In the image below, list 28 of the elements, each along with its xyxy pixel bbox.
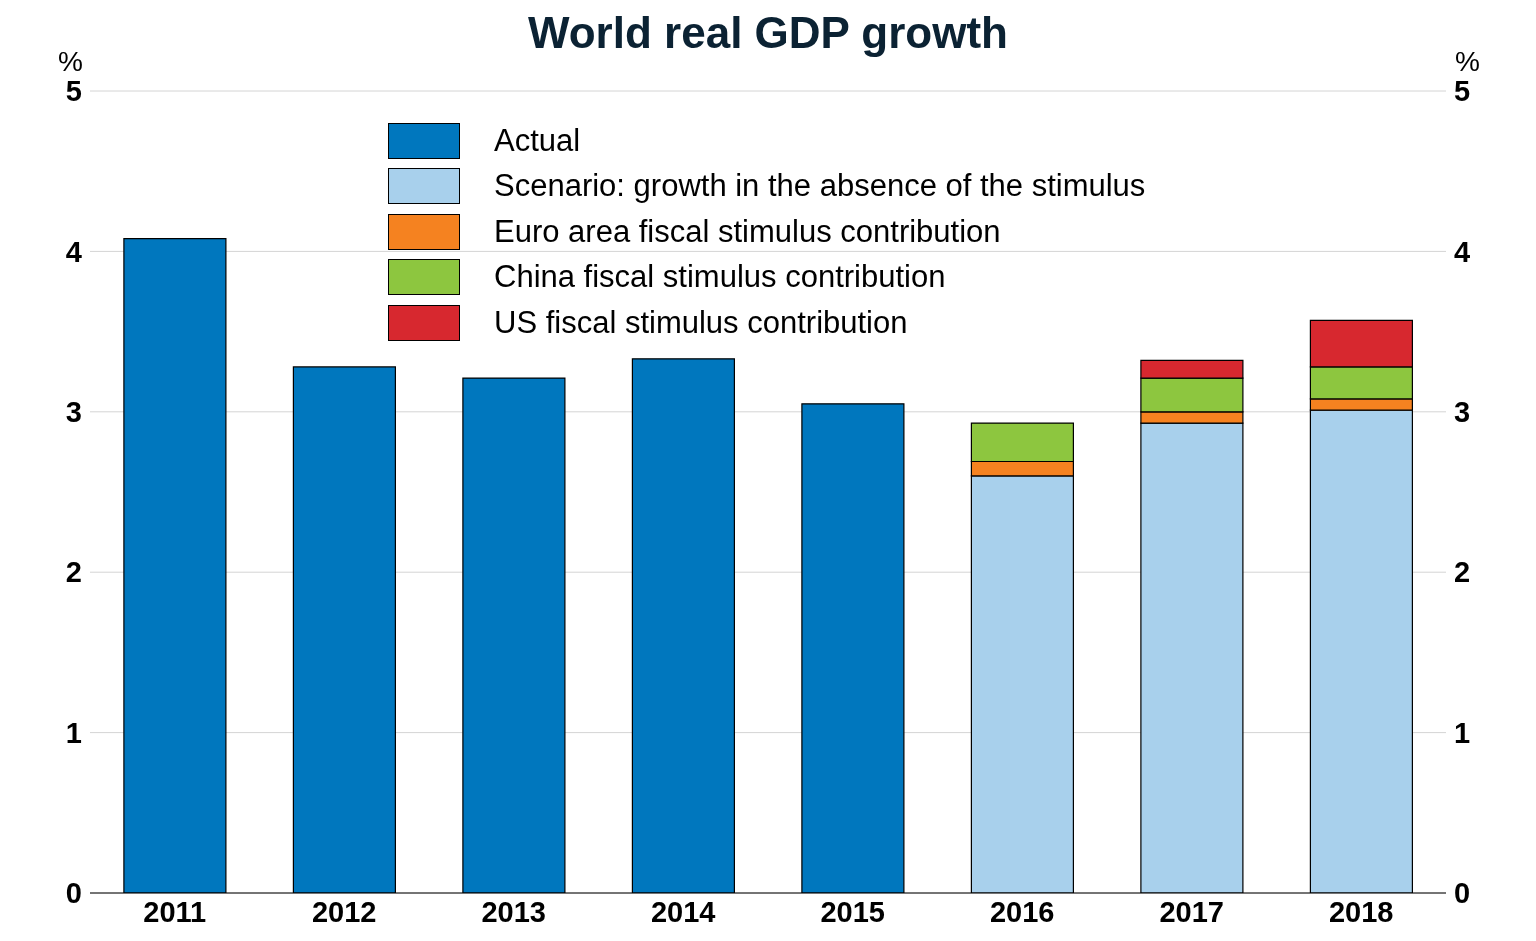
y-axis-title: % bbox=[58, 46, 83, 78]
y2-tick-label: 0 bbox=[1454, 877, 1471, 910]
x-tick-label: 2011 bbox=[143, 895, 207, 928]
y-tick-label: 1 bbox=[65, 716, 82, 749]
y-tick-label: 2 bbox=[65, 556, 82, 589]
y2-tick-label: 3 bbox=[1454, 396, 1471, 429]
legend-label: Actual bbox=[494, 122, 581, 159]
x-tick-label: 2018 bbox=[1328, 895, 1394, 928]
y-tick-label: 3 bbox=[65, 396, 82, 429]
legend-label: Euro area fiscal stimulus contribution bbox=[494, 213, 1001, 250]
x-tick-label: 2016 bbox=[989, 895, 1055, 928]
y-tick-label: 5 bbox=[65, 75, 82, 108]
chart-title: World real GDP growth bbox=[528, 8, 1008, 57]
x-tick-label: 2015 bbox=[820, 895, 886, 928]
y2-tick-label: 5 bbox=[1454, 75, 1471, 108]
legend-label: US fiscal stimulus contribution bbox=[494, 304, 908, 341]
x-tick-label: 2017 bbox=[1159, 895, 1225, 928]
legend-label: China fiscal stimulus contribution bbox=[494, 259, 946, 296]
y-tick-label: 4 bbox=[65, 235, 82, 268]
y2-tick-label: 1 bbox=[1454, 716, 1471, 749]
y2-axis-title: % bbox=[1455, 46, 1480, 78]
x-tick-label: 2014 bbox=[650, 895, 716, 928]
y-tick-label: 0 bbox=[65, 877, 82, 910]
x-tick-label: 2012 bbox=[311, 895, 377, 928]
y2-tick-label: 2 bbox=[1454, 556, 1471, 589]
y2-tick-label: 4 bbox=[1454, 235, 1471, 268]
legend-label: Scenario: growth in the absence of the stimulus bbox=[494, 168, 1146, 205]
x-tick-label: 2013 bbox=[481, 895, 547, 928]
